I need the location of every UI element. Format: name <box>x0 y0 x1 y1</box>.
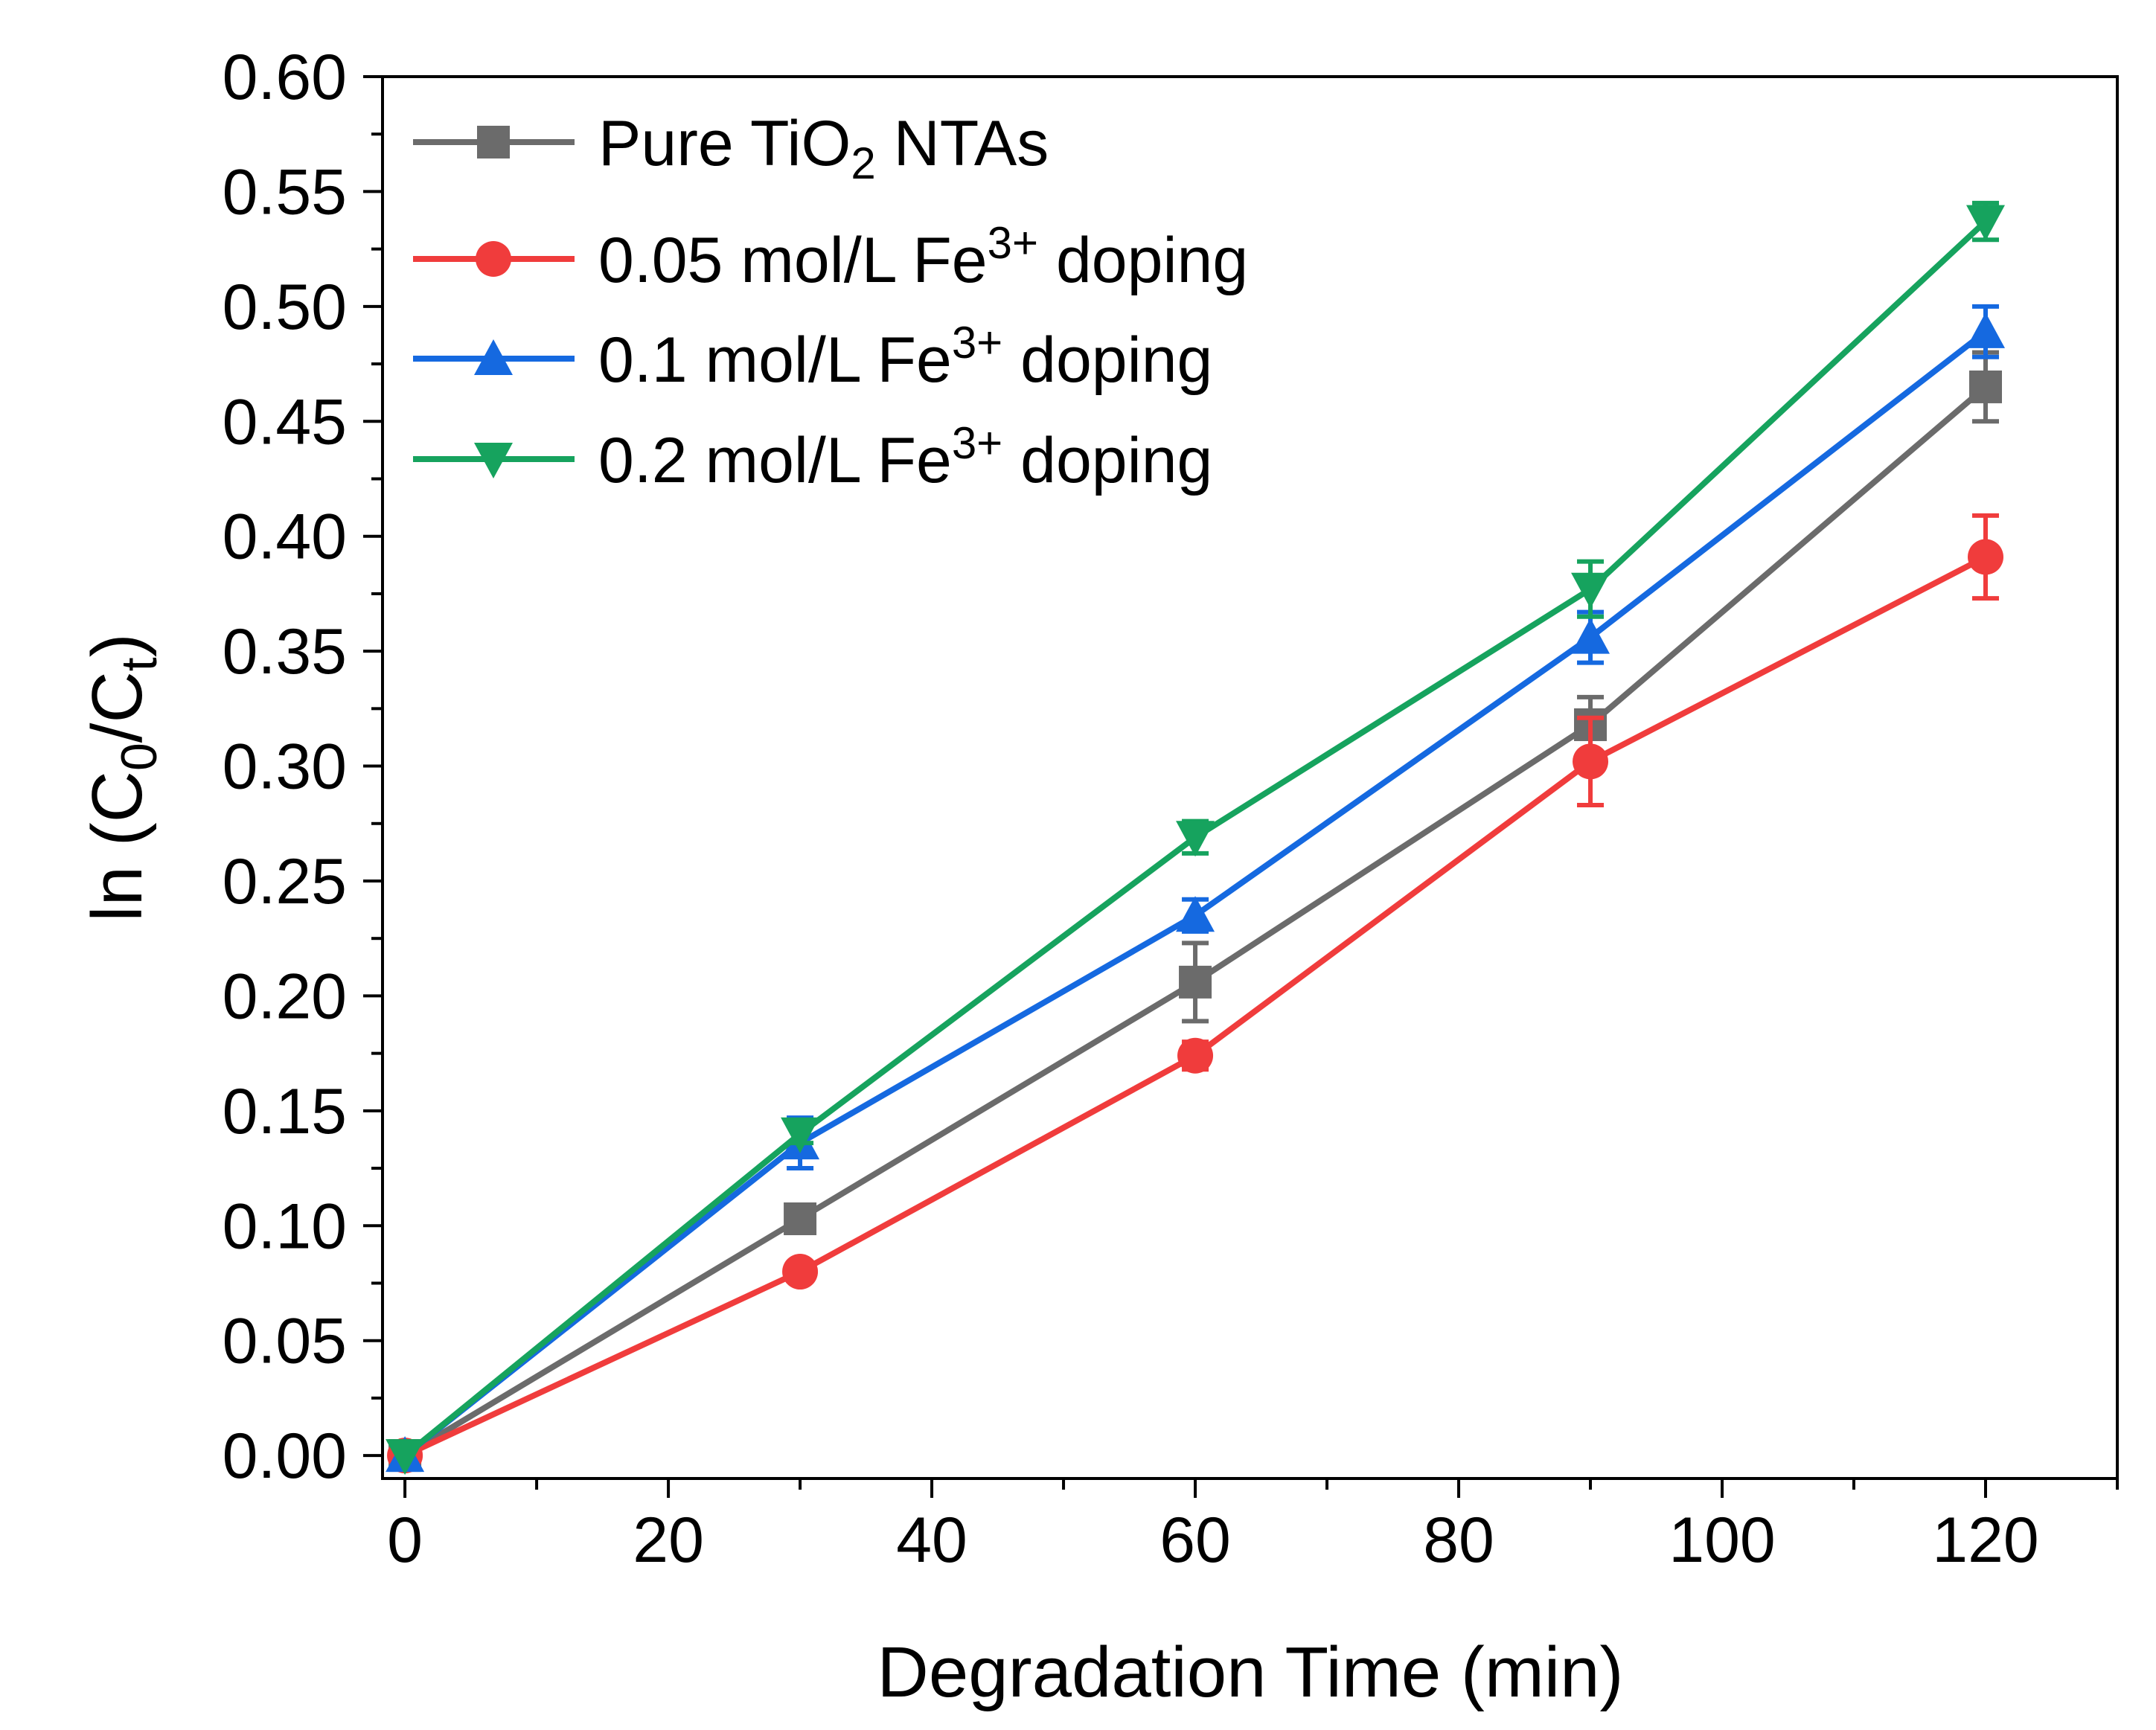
y-tick-label: 0.25 <box>223 846 347 917</box>
triangle-down-marker <box>1966 205 2006 241</box>
y-tick-label: 0.45 <box>223 386 347 458</box>
y-tick-label: 0.35 <box>223 616 347 688</box>
y-tick-label: 0.15 <box>223 1076 347 1147</box>
circle-marker <box>1968 539 2004 575</box>
series-0 <box>388 350 2003 1473</box>
y-axis-label: ln (C0/Ct) <box>77 633 167 921</box>
legend-item: Pure TiO2 NTAs <box>413 108 1049 188</box>
x-tick-label: 120 <box>1932 1505 2039 1576</box>
triangle-down-marker <box>781 1117 820 1153</box>
triangle-up-marker <box>474 339 513 375</box>
triangle-up-marker <box>1571 618 1610 654</box>
circle-marker <box>1177 1037 1214 1074</box>
x-tick-label: 20 <box>633 1505 704 1576</box>
x-tick-label: 40 <box>896 1505 967 1576</box>
legend: Pure TiO2 NTAs 0.05 mol/L Fe3+ doping 0.1 … <box>413 108 1248 496</box>
circle-marker <box>782 1254 819 1290</box>
circle-marker <box>476 241 511 277</box>
triangle-down-marker <box>474 443 513 478</box>
circle-marker <box>1573 743 1609 780</box>
triangle-up-marker <box>1966 312 2006 348</box>
x-tick-label: 100 <box>1669 1505 1776 1576</box>
series-3 <box>386 200 2006 1476</box>
square-marker <box>1969 370 2003 403</box>
y-tick-label: 0.40 <box>223 502 347 573</box>
square-marker <box>1179 965 1212 999</box>
square-marker <box>477 126 510 158</box>
y-tick-label: 0.30 <box>223 731 347 803</box>
legend-item: 0.1 mol/L Fe3+ doping <box>413 318 1212 396</box>
legend-label: 0.2 mol/L Fe3+ doping <box>598 418 1212 496</box>
triangle-down-marker <box>1571 572 1610 609</box>
x-tick-label: 60 <box>1159 1505 1231 1576</box>
triangle-down-marker <box>1176 821 1215 857</box>
x-tick-label: 80 <box>1423 1505 1494 1576</box>
y-tick-label: 0.05 <box>223 1306 347 1377</box>
y-tick-label: 0.55 <box>223 156 347 228</box>
y-tick-label: 0.50 <box>223 272 347 343</box>
legend-label: Pure TiO2 NTAs <box>598 108 1049 188</box>
square-marker <box>784 1202 817 1235</box>
legend-label: 0.05 mol/L Fe3+ doping <box>598 218 1248 296</box>
legend-item: 0.2 mol/L Fe3+ doping <box>413 418 1212 496</box>
x-tick-label: 0 <box>387 1505 423 1576</box>
legend-label: 0.1 mol/L Fe3+ doping <box>598 318 1212 396</box>
series-line <box>403 329 1988 1458</box>
y-tick-label: 0.00 <box>223 1420 347 1492</box>
legend-item: 0.05 mol/L Fe3+ doping <box>413 218 1248 296</box>
plot-frame <box>381 75 2119 1480</box>
y-tick-label: 0.10 <box>223 1191 347 1262</box>
x-axis-label: Degradation Time (min) <box>877 1633 1623 1712</box>
y-tick-label: 0.60 <box>223 42 347 113</box>
triangle-down-marker <box>386 1439 425 1476</box>
triangle-up-marker <box>1176 896 1215 932</box>
y-tick-label: 0.20 <box>223 961 347 1032</box>
